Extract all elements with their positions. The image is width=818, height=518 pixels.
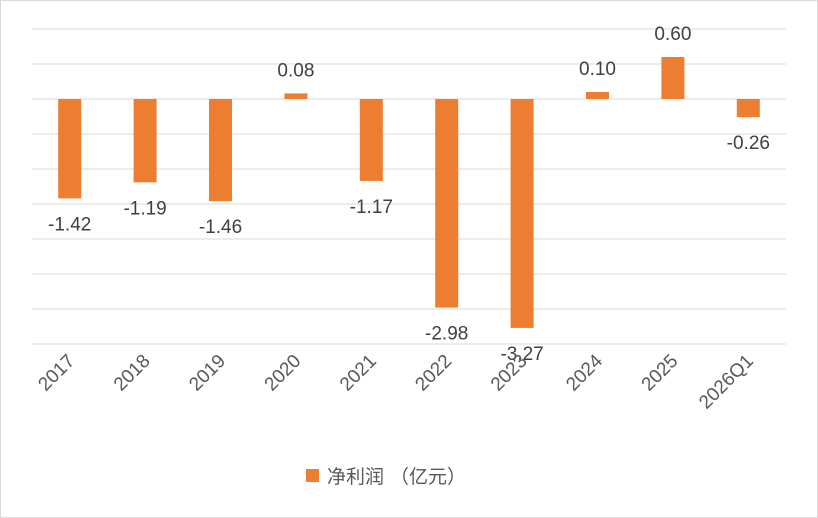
data-label: -1.17 xyxy=(350,197,393,218)
bar xyxy=(209,99,232,202)
bar-series xyxy=(58,57,760,328)
data-label: -3.27 xyxy=(500,344,543,365)
bar xyxy=(510,99,534,328)
data-label: -2.98 xyxy=(425,324,468,345)
x-tick-label: 2021 xyxy=(336,351,381,396)
bar xyxy=(661,57,685,99)
data-label: 0.60 xyxy=(654,24,691,45)
x-tick-label: 2025 xyxy=(638,351,683,396)
legend-swatch xyxy=(306,468,319,482)
bar xyxy=(58,99,82,199)
data-labels: -1.42 -1.19 -1.46 0.08 -1.17 -2.98 -3.27 0.10 0.… xyxy=(48,24,770,365)
bar xyxy=(435,99,459,308)
bar xyxy=(736,99,760,118)
x-tick-label: 2018 xyxy=(110,351,155,396)
x-tick-label: 2017 xyxy=(34,351,79,396)
x-tick-label: 2019 xyxy=(185,351,230,396)
gridlines xyxy=(32,28,786,345)
data-label: -1.46 xyxy=(199,217,242,238)
x-tick-label: 2020 xyxy=(261,351,306,396)
data-label: 0.08 xyxy=(277,60,314,81)
data-label: -1.19 xyxy=(123,198,166,219)
x-tick-label: 2026Q1 xyxy=(695,351,758,414)
bar xyxy=(284,93,308,99)
legend-label: 净利润 （亿元） xyxy=(327,465,467,488)
bar xyxy=(586,92,609,99)
legend: 净利润 （亿元） xyxy=(306,460,466,490)
data-label: -0.26 xyxy=(727,133,770,154)
bar xyxy=(359,99,383,181)
data-label: -1.42 xyxy=(48,214,91,235)
x-axis-tick-labels: 2017 2018 2019 2020 2021 2022 2023 2024 2025 2026… xyxy=(34,350,757,413)
x-tick-label: 2024 xyxy=(562,350,607,395)
x-tick-label: 2022 xyxy=(411,351,456,396)
data-label: 0.10 xyxy=(579,59,616,80)
bar xyxy=(133,99,157,183)
